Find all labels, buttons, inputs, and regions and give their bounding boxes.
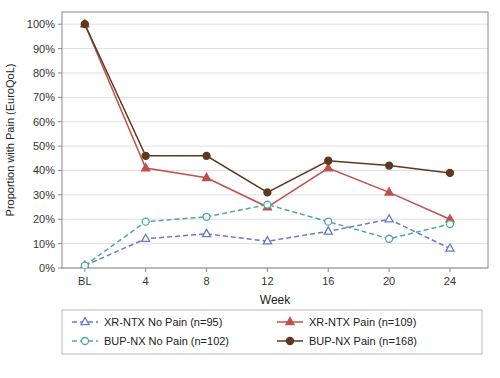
legend-marker (286, 318, 294, 325)
series-line (85, 205, 450, 266)
y-axis-label: Proportion with Pain (EuroQoL) (4, 64, 16, 217)
legend-label: XR-NTX No Pain (n=95) (104, 316, 222, 328)
tick-label: 20 (383, 275, 395, 287)
tick-label: 0% (39, 262, 55, 274)
grid-line (62, 24, 488, 25)
legend-marker (287, 338, 294, 345)
point (203, 213, 210, 220)
tick-label: 20% (33, 213, 55, 225)
point (203, 152, 210, 159)
grid-line (62, 194, 488, 195)
tick (206, 268, 207, 272)
tick (58, 72, 62, 73)
point (386, 162, 393, 169)
grid-line (62, 243, 488, 244)
tick-label: 12 (261, 275, 273, 287)
grid-line (62, 48, 488, 49)
legend: XR-NTX No Pain (n=95) XR-NTX Pain (n=109)… (62, 310, 482, 354)
chart: 0% 10% 20% 30% 40% 50% 60% 70% 80% 90% 100% BL 4 8 12 1… (0, 0, 500, 378)
point (324, 227, 332, 234)
plot-background (62, 12, 488, 268)
grid-line (62, 219, 488, 220)
tick-label: 70% (33, 91, 55, 103)
tick (58, 268, 62, 269)
tick (267, 268, 268, 272)
point (264, 189, 271, 196)
point (386, 235, 393, 242)
x-axis-label: Week (260, 293, 291, 307)
legend-marker (82, 338, 89, 345)
tick-label: 40% (33, 164, 55, 176)
point (81, 261, 89, 268)
point (325, 218, 332, 225)
point (446, 221, 453, 228)
tick (58, 219, 62, 220)
tick (328, 268, 329, 272)
tick-label: 8 (203, 275, 209, 287)
point (81, 21, 88, 28)
point (446, 244, 454, 251)
tick-label: 90% (33, 43, 55, 55)
point (385, 215, 393, 222)
tick-label: 16 (322, 275, 334, 287)
legend-label: XR-NTX Pain (n=109) (309, 316, 416, 328)
tick (145, 268, 146, 272)
series-line (85, 24, 450, 192)
tick-label: 100% (27, 18, 55, 30)
point (81, 262, 88, 268)
series-line (85, 24, 450, 219)
point (446, 169, 453, 176)
tick (58, 121, 62, 122)
tick-label: 60% (33, 116, 55, 128)
tick (58, 243, 62, 244)
tick-label: 4 (143, 275, 149, 287)
tick (58, 97, 62, 98)
point (142, 152, 149, 159)
grid-line (62, 97, 488, 98)
tick (389, 268, 390, 272)
point (202, 229, 210, 236)
tick (58, 194, 62, 195)
tick-label: 24 (444, 275, 456, 287)
grid-line (62, 72, 488, 73)
point (385, 188, 393, 195)
tick (84, 268, 85, 272)
plot-area (81, 20, 454, 268)
point (263, 237, 271, 244)
point (142, 218, 149, 225)
point (142, 234, 150, 241)
point (325, 157, 332, 164)
tick-label: 30% (33, 189, 55, 201)
legend-label: BUP-NX Pain (n=168) (309, 335, 417, 347)
plot-frame (62, 12, 488, 268)
point (81, 20, 89, 27)
tick (58, 24, 62, 25)
legend-box (62, 310, 482, 354)
tick (58, 48, 62, 49)
tick-label: 80% (33, 67, 55, 79)
legend-marker (81, 318, 89, 325)
point (202, 173, 210, 180)
point (264, 201, 271, 208)
tick-label: 50% (33, 140, 55, 152)
tick (58, 146, 62, 147)
point (142, 164, 150, 171)
tick (58, 170, 62, 171)
tick-label: BL (78, 275, 91, 287)
grid-line (62, 146, 488, 147)
tick-label: 10% (33, 238, 55, 250)
tick (449, 268, 450, 272)
legend-label: BUP-NX No Pain (n=102) (104, 335, 229, 347)
